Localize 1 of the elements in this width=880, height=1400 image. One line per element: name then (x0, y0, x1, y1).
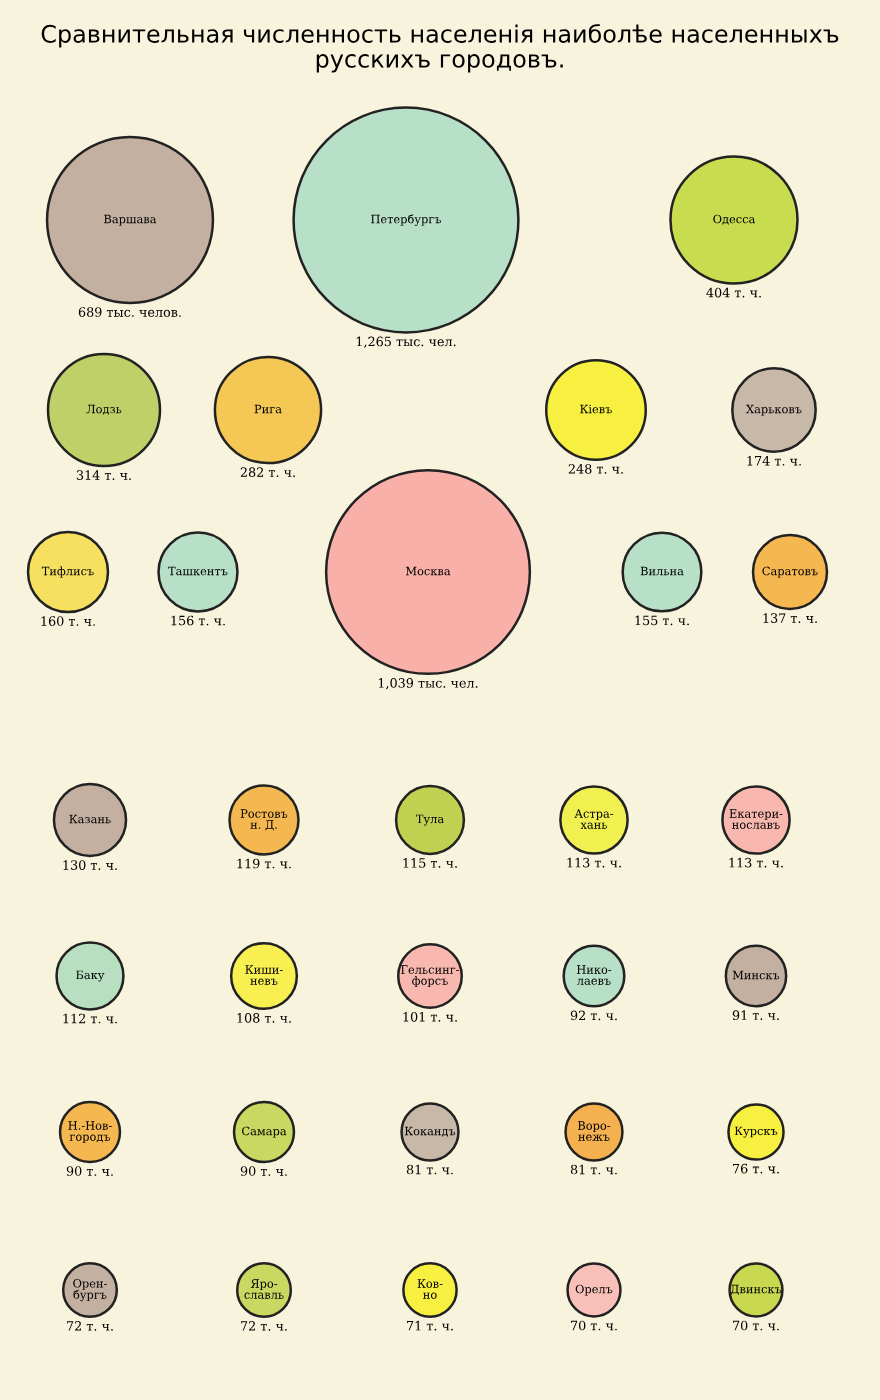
text: Сравнительная численность населенія наиболѣе населенныхъ русскихъ городовъ. (41, 24, 839, 73)
